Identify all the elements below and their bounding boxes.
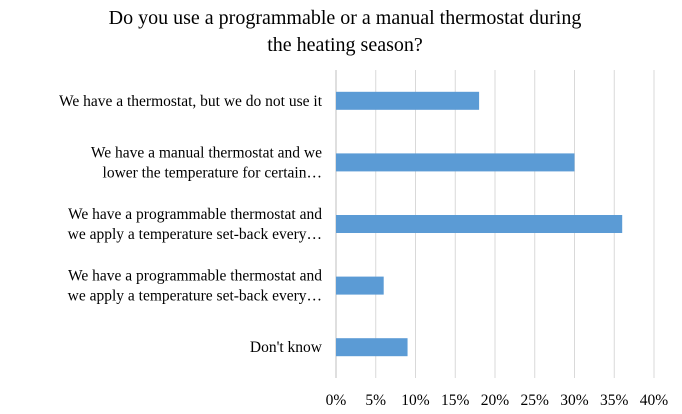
y-tick-label: We have a programmable thermostat and we … bbox=[68, 268, 323, 305]
x-tick-label: 20% bbox=[481, 392, 510, 409]
chart-title: Do you use a programmable or a manual th… bbox=[109, 7, 582, 56]
bar bbox=[336, 153, 575, 172]
x-tick-label: 35% bbox=[600, 392, 629, 409]
x-tick-label: 10% bbox=[401, 392, 430, 409]
bar bbox=[336, 215, 623, 233]
y-tick-label: We have a thermostat, but we do not use … bbox=[59, 93, 323, 110]
bar bbox=[336, 276, 384, 295]
x-tick-label: 0% bbox=[326, 392, 347, 409]
y-tick-label: We have a programmable thermostat and we … bbox=[68, 206, 323, 243]
x-tick-label: 15% bbox=[441, 392, 470, 409]
x-tick-label: 25% bbox=[521, 392, 550, 409]
bar bbox=[336, 91, 480, 110]
y-tick-label: We have a manual thermostat and we lower … bbox=[91, 144, 322, 181]
bar bbox=[336, 338, 408, 357]
x-tick-label: 5% bbox=[365, 392, 386, 409]
y-tick-label: Don't know bbox=[250, 339, 323, 356]
x-tick-label: 40% bbox=[640, 392, 669, 409]
x-tick-label: 30% bbox=[560, 392, 589, 409]
